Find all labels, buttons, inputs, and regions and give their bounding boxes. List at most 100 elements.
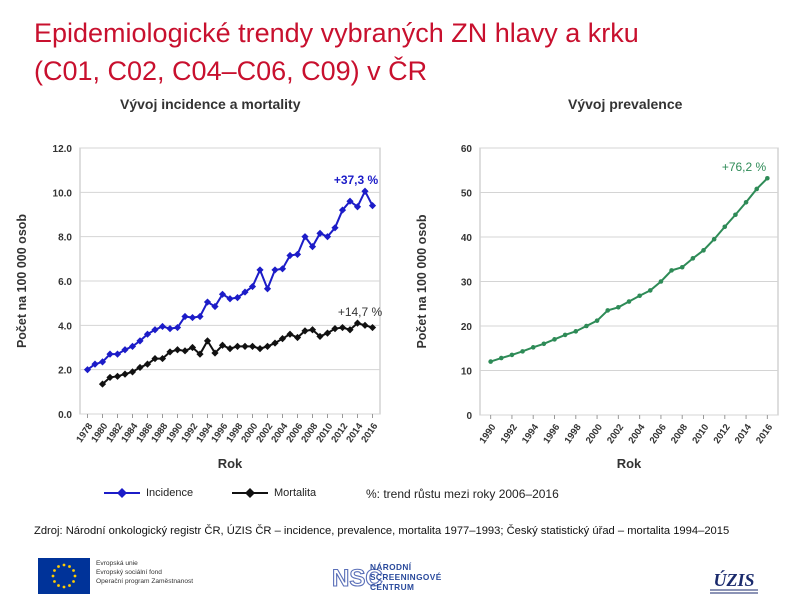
x-tick-label: 2008 <box>669 422 690 446</box>
data-point <box>196 350 204 358</box>
x-tick-label: 2004 <box>626 422 648 446</box>
data-point <box>233 294 242 302</box>
data-point <box>733 212 738 218</box>
x-tick-label: 1994 <box>520 422 542 446</box>
data-point <box>338 206 347 214</box>
data-point <box>754 186 760 192</box>
data-point <box>166 325 174 333</box>
incidence-mortality-chart: 0.02.04.06.08.010.012.019781980198219841… <box>15 144 383 471</box>
data-point <box>346 197 354 205</box>
data-point <box>173 323 182 332</box>
legend-mortality-swatch <box>232 488 268 498</box>
y-tick-label: 2.0 <box>58 366 72 377</box>
data-point <box>669 268 674 273</box>
eu-text-line: Evropský sociální fond <box>96 569 162 576</box>
source-note: Zdroj: Národní onkologický registr ČR, Ú… <box>34 525 730 537</box>
data-point <box>658 279 664 284</box>
x-axis-label: Rok <box>617 456 642 471</box>
data-point <box>113 350 122 358</box>
trend-annotation: +76,2 % <box>722 160 767 174</box>
data-point <box>98 358 107 366</box>
nsc-text-line: SCREENINGOVÉ <box>370 572 442 582</box>
data-point <box>83 366 92 374</box>
x-tick-label: 2002 <box>605 422 626 446</box>
data-point <box>765 175 770 181</box>
slide-title-line-2: (C01, C02, C04–C06, C09) v ČR <box>34 56 428 86</box>
data-point <box>286 251 294 260</box>
data-point <box>368 323 377 332</box>
data-point <box>509 352 515 358</box>
data-point <box>128 368 137 376</box>
eu-text: Evropská unie Evropský sociální fond Ope… <box>96 559 193 586</box>
uzis-logo-mark: ÚZIS <box>713 569 754 590</box>
data-point <box>218 290 227 298</box>
data-point <box>361 187 369 195</box>
data-point <box>271 266 279 274</box>
slide-title-line-1: Epidemiologické trendy vybraných ZN hlav… <box>34 18 639 48</box>
y-tick-label: 40 <box>461 233 473 244</box>
data-point <box>286 330 294 338</box>
data-point <box>308 326 317 334</box>
data-point <box>158 322 167 331</box>
data-point <box>263 342 272 350</box>
eu-star <box>72 569 75 572</box>
y-axis-label: Počet na 100 000 osob <box>15 214 29 348</box>
y-tick-label: 12.0 <box>53 144 73 155</box>
data-point <box>690 256 696 261</box>
data-point <box>136 337 144 345</box>
data-point <box>584 323 589 329</box>
eu-text-line: Operační program Zaměstnanost <box>96 578 194 585</box>
eu-star <box>51 574 55 578</box>
y-tick-label: 50 <box>461 189 473 200</box>
x-tick-label: 2012 <box>712 422 733 446</box>
x-tick-label: 2006 <box>648 422 669 446</box>
y-tick-label: 8.0 <box>58 233 72 244</box>
data-point <box>331 325 339 333</box>
nsc-text: NÁRODNÍ SCREENINGOVÉ CENTRUM <box>370 562 442 592</box>
x-tick-label: 1996 <box>541 422 562 446</box>
y-axis-label: Počet na 100 000 osob <box>415 214 429 348</box>
data-point <box>121 370 129 378</box>
uzis-logo: ÚZIS <box>710 569 758 594</box>
data-point <box>323 329 332 337</box>
data-point <box>256 266 264 274</box>
data-point <box>173 346 182 354</box>
data-point <box>338 323 347 332</box>
data-point <box>498 355 504 361</box>
data-point <box>573 329 579 334</box>
data-point <box>594 318 600 323</box>
eu-text-line: Evropská unie <box>96 560 138 567</box>
eu-flag-background <box>38 558 90 594</box>
eu-star <box>57 584 60 587</box>
eu-star <box>53 569 56 572</box>
data-point <box>647 288 653 293</box>
data-point <box>143 330 152 338</box>
eu-star <box>53 580 56 583</box>
data-point <box>196 312 204 321</box>
data-point <box>136 363 144 372</box>
y-tick-label: 20 <box>461 322 473 333</box>
legend-incidence: Incidence <box>104 487 193 499</box>
data-point <box>293 250 302 258</box>
data-point <box>256 345 264 353</box>
data-point <box>323 233 332 241</box>
data-point <box>308 243 317 251</box>
data-point <box>241 342 249 350</box>
data-point <box>166 348 174 356</box>
data-point <box>271 339 279 347</box>
data-point <box>151 354 159 363</box>
y-tick-label: 60 <box>461 144 473 155</box>
trend-annotation: +37,3 % <box>334 173 379 187</box>
eu-star <box>68 565 71 568</box>
y-tick-label: 4.0 <box>58 321 72 332</box>
data-point <box>233 342 242 350</box>
data-point <box>278 265 287 273</box>
data-point <box>331 224 339 232</box>
data-point <box>637 293 642 299</box>
data-point <box>188 343 197 352</box>
x-tick-label: 2010 <box>690 422 711 446</box>
slide-title: Epidemiologické trendy vybraných ZN hlav… <box>34 14 774 90</box>
data-point <box>562 332 568 338</box>
footer: Evropská unie Evropský sociální fond Ope… <box>0 556 800 600</box>
data-point <box>211 302 219 311</box>
